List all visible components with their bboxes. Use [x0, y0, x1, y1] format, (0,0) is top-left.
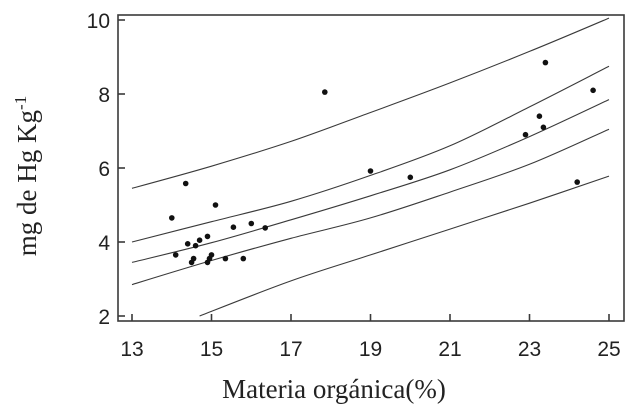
y-axis-ticks: 2 4 6 8 10 [87, 10, 125, 329]
data-point [190, 255, 197, 262]
band-curve-4 [131, 128, 610, 286]
data-point [169, 215, 175, 221]
data-point [407, 174, 414, 181]
data-point [192, 242, 199, 249]
data-point [172, 252, 179, 258]
band-curve-2 [131, 65, 610, 243]
band-curve-5 [199, 175, 610, 317]
x-tick-label: 13 [120, 338, 143, 361]
x-axis-title: Materia orgánica(%) [222, 374, 446, 404]
data-point [590, 87, 596, 94]
data-point [230, 224, 237, 230]
y-axis-title-superscript: -1 [11, 96, 30, 110]
data-point [196, 237, 203, 243]
data-point [367, 168, 374, 174]
y-tick-label: 4 [98, 232, 110, 255]
data-point [262, 225, 269, 231]
x-tick-label: 17 [279, 338, 302, 361]
data-point [204, 233, 211, 240]
data-point [540, 124, 547, 131]
plot-frame [117, 14, 625, 322]
x-axis-ticks: 13 15 17 19 21 23 25 [120, 314, 621, 361]
prediction-bands [131, 17, 610, 317]
data-point [574, 179, 580, 185]
y-tick-label: 8 [98, 84, 110, 107]
data-point [322, 89, 328, 95]
data-point [208, 252, 215, 258]
x-tick-label: 21 [438, 338, 461, 361]
data-point [184, 241, 191, 247]
x-tick-label: 15 [200, 338, 223, 361]
y-tick-label: 10 [87, 10, 110, 33]
data-point [542, 59, 549, 66]
y-axis-title: mg de Hg Kg-1 [11, 96, 42, 256]
data-point [522, 131, 529, 138]
data-point [536, 113, 543, 119]
data-point [240, 255, 247, 262]
x-tick-label: 23 [518, 338, 541, 361]
y-tick-label: 2 [98, 306, 110, 329]
y-axis-title-main: mg de Hg Kg [12, 110, 42, 256]
y-tick-label: 6 [98, 158, 110, 181]
data-point [248, 220, 255, 227]
x-tick-label: 25 [597, 338, 620, 361]
data-point [182, 180, 189, 187]
data-points [169, 59, 596, 266]
x-tick-label: 19 [359, 338, 382, 361]
data-point [222, 255, 229, 262]
band-curve-1 [131, 17, 610, 189]
data-point [212, 202, 219, 208]
band-curve-3 [131, 99, 610, 263]
